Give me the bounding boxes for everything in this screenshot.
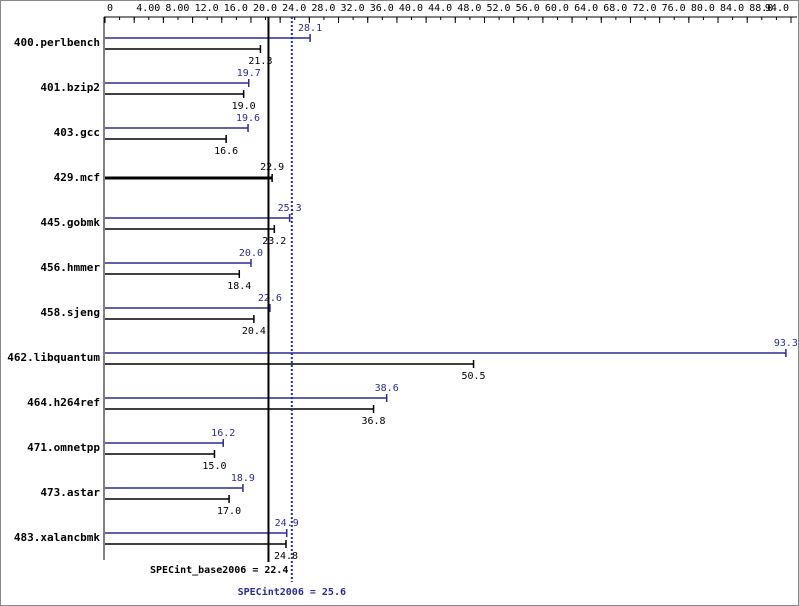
x-tick-label: 32.0 <box>341 3 365 14</box>
x-tick-label: 4.00 <box>136 3 160 14</box>
value-label: 38.6 <box>375 383 399 394</box>
x-tick-label: 80.0 <box>691 3 715 14</box>
value-label: 24.9 <box>275 518 299 529</box>
value-label: 19.0 <box>232 101 256 112</box>
x-tick-label: 60.0 <box>545 3 569 14</box>
category-label: 456.hmmer <box>40 261 100 274</box>
value-label: 15.0 <box>202 461 226 472</box>
peak-ref-label: SPECint2006 = 25.6 <box>238 586 346 598</box>
category-label: 483.xalancbmk <box>14 531 100 544</box>
value-label: 20.0 <box>239 248 263 259</box>
x-tick-label: 76.0 <box>662 3 686 14</box>
x-tick-label: 8.00 <box>165 3 189 14</box>
x-tick-label: 84.0 <box>720 3 744 14</box>
value-label: 22.6 <box>258 293 282 304</box>
x-tick-label: 56.0 <box>516 3 540 14</box>
category-label: 473.astar <box>40 486 100 499</box>
x-tick-label: 88.0 <box>749 3 773 14</box>
value-label: 19.7 <box>237 68 261 79</box>
x-tick-label: 72.0 <box>632 3 656 14</box>
x-tick-label: 24.0 <box>282 3 306 14</box>
x-tick-label: 52.0 <box>486 3 510 14</box>
x-tick-label: 20.0 <box>253 3 277 14</box>
value-label: 28.1 <box>298 23 322 34</box>
category-label: 471.omnetpp <box>27 441 100 454</box>
value-label: 25.3 <box>278 203 302 214</box>
x-tick-label: 48.0 <box>457 3 481 14</box>
x-tick-label: 12.0 <box>195 3 219 14</box>
x-tick-label: 40.0 <box>399 3 423 14</box>
value-label: 22.9 <box>260 162 284 173</box>
x-tick-label: 44.0 <box>428 3 452 14</box>
x-tick-label: 28.0 <box>311 3 335 14</box>
x-tick-label: 16.0 <box>224 3 248 14</box>
value-label: 21.3 <box>248 56 272 67</box>
x-tick-label: 64.0 <box>574 3 598 14</box>
x-tick-label: 0 <box>107 3 113 14</box>
category-label: 401.bzip2 <box>40 81 100 94</box>
x-tick-label: 94.0 <box>765 3 789 14</box>
category-label: 403.gcc <box>54 126 100 139</box>
category-label: 400.perlbench <box>14 36 100 49</box>
category-label: 429.mcf <box>54 171 100 184</box>
x-tick-label: 36.0 <box>370 3 394 14</box>
value-label: 50.5 <box>461 371 485 382</box>
category-label: 458.sjeng <box>40 306 100 319</box>
value-label: 16.6 <box>214 146 238 157</box>
x-tick-label: 68.0 <box>603 3 627 14</box>
value-label: 36.8 <box>362 416 386 427</box>
value-label: 18.4 <box>227 281 251 292</box>
value-label: 20.4 <box>242 326 266 337</box>
value-label: 16.2 <box>211 428 235 439</box>
category-label: 445.gobmk <box>40 216 100 229</box>
base-ref-label: SPECint_base2006 = 22.4 <box>150 564 288 576</box>
category-label: 462.libquantum <box>7 351 100 364</box>
value-label: 19.6 <box>236 113 260 124</box>
value-label: 23.2 <box>262 236 286 247</box>
value-label: 24.8 <box>274 551 298 562</box>
value-label: 17.0 <box>217 506 241 517</box>
category-label: 464.h264ref <box>27 396 100 409</box>
value-label: 93.3 <box>774 338 798 349</box>
value-label: 18.9 <box>231 473 255 484</box>
